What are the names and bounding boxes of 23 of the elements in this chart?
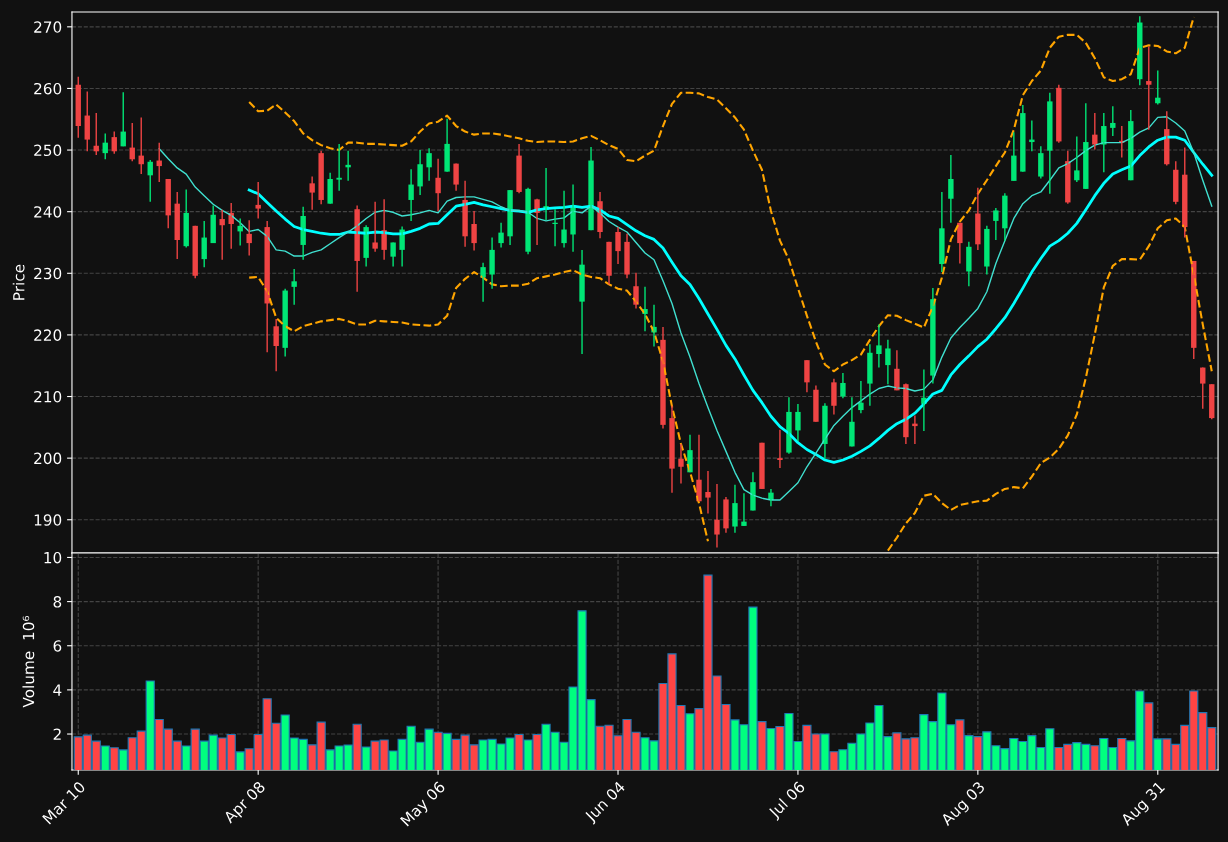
line-series [158,116,1213,501]
y-tick-label: 210 [34,390,62,403]
y-tick-label: 250 [34,144,62,157]
y-tick-label: 240 [34,206,62,218]
x-tick-label: Jun 04 [583,780,628,825]
y-tick-label: 200 [34,452,62,465]
x-tick-label: Apr 08 [222,780,268,826]
line-series [247,135,1214,464]
candlestick [210,204,216,244]
y-tick-label: 270 [34,21,62,33]
y-tick-label: 220 [34,329,62,341]
y-tick-label: 6 [53,640,62,652]
x-tick-label: Jul 06 [767,780,808,821]
y-tick-label: 190 [34,514,62,526]
y-axis-title: Price [12,264,25,300]
y-axis-title: Volume 10⁶ [22,615,35,708]
y-tick-label: 230 [34,267,62,280]
y-tick-label: 4 [53,684,62,696]
y-tick-label: 8 [53,596,62,608]
y-tick-label: 260 [34,82,62,95]
y-tick-label: 10 [44,551,62,564]
y-tick-label: 2 [53,728,61,740]
x-tick-label: Mar 10 [41,780,86,825]
